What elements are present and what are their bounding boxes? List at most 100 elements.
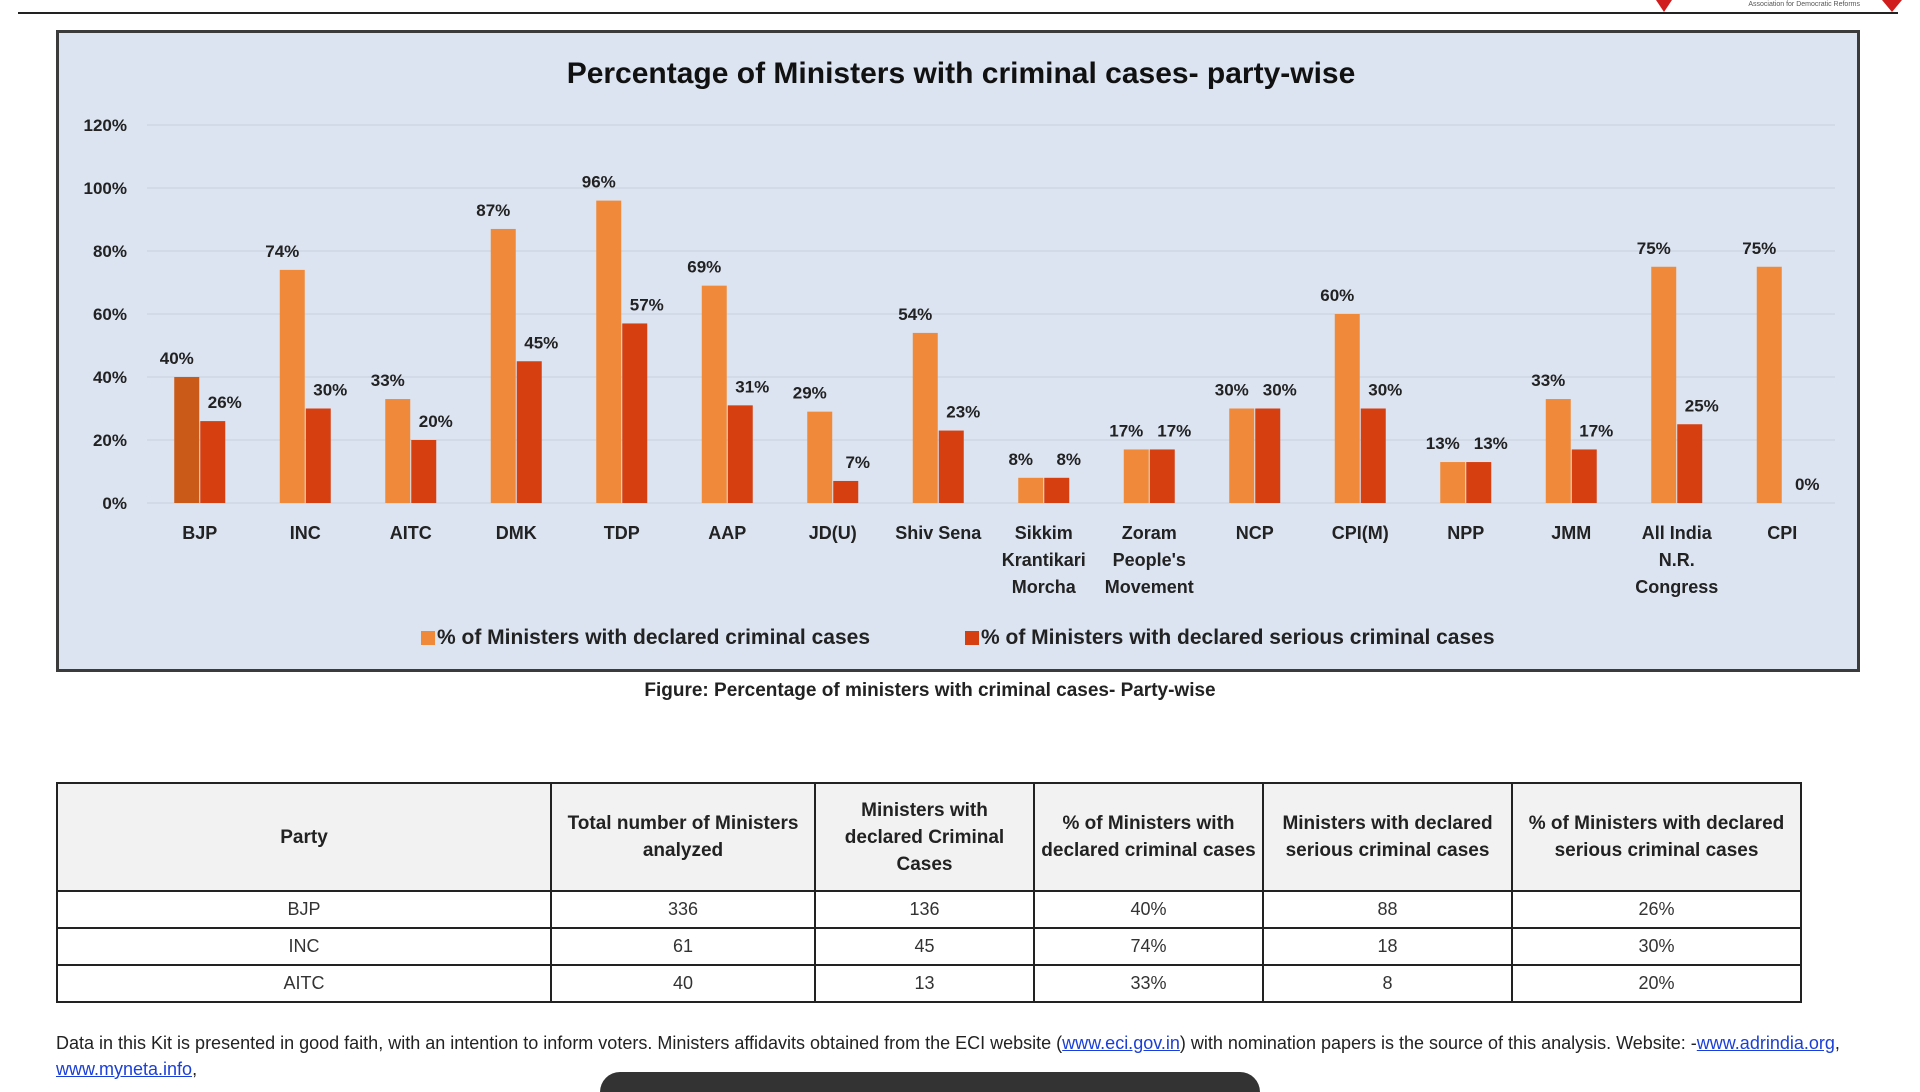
x-tick-label: N.R. [1659, 550, 1695, 570]
cell-serious: 88 [1262, 890, 1513, 929]
data-label: 17% [1109, 421, 1143, 440]
y-tick-label: 120% [84, 116, 127, 135]
bar-criminal [1756, 266, 1782, 503]
bar-criminal [385, 399, 411, 503]
myneta-link[interactable]: www.myneta.info [56, 1059, 193, 1079]
x-tick-label: All India [1642, 523, 1713, 543]
x-tick-label: JMM [1551, 523, 1591, 543]
footnote-end: , [192, 1059, 198, 1079]
bar-criminal [174, 377, 200, 503]
cell-serious: 18 [1262, 927, 1513, 966]
bar-criminal [279, 269, 305, 503]
bar-serious [1255, 408, 1281, 503]
eci-link[interactable]: www.eci.gov.in [1062, 1033, 1180, 1053]
chart-title: Percentage of Ministers with criminal ca… [567, 57, 1356, 90]
cell-criminal: 13 [814, 964, 1035, 1003]
y-tick-label: 60% [93, 305, 127, 324]
bar-serious [305, 408, 331, 503]
footnote-separator: , [1834, 1033, 1840, 1053]
data-label: 60% [1320, 286, 1354, 305]
data-label: 0% [1795, 475, 1820, 494]
bar-criminal [701, 285, 727, 503]
logo-red-left [1656, 0, 1672, 12]
x-tick-label: Movement [1105, 577, 1194, 597]
header-pct-criminal: % of Ministers with declared criminal ca… [1033, 782, 1264, 892]
bar-serious [1466, 462, 1492, 503]
legend-swatch [965, 631, 979, 645]
y-tick-label: 40% [93, 368, 127, 387]
header-total: Total number of Ministers analyzed [550, 782, 816, 892]
logo-red-right [1882, 0, 1902, 12]
cell-pct-criminal: 40% [1033, 890, 1264, 929]
data-label: 40% [160, 349, 194, 368]
bar-criminal [1018, 477, 1044, 503]
top-rule [18, 12, 1898, 14]
x-tick-label: Zoram [1122, 523, 1177, 543]
data-table: Party Total number of Ministers analyzed… [56, 782, 1802, 1003]
data-label: 7% [845, 453, 870, 472]
cell-pct-criminal: 74% [1033, 927, 1264, 966]
chart-legend: % of Ministers with declared criminal ca… [421, 626, 1495, 649]
data-label: 13% [1426, 434, 1460, 453]
figure-caption: Figure: Percentage of ministers with cri… [644, 680, 1216, 701]
data-label: 87% [476, 201, 510, 220]
bar-criminal [912, 332, 938, 503]
bar-criminal [596, 200, 622, 503]
data-label: 8% [1008, 450, 1033, 469]
x-tick-label: TDP [604, 523, 640, 543]
x-tick-label: INC [290, 523, 321, 543]
chart-bars: 40% 26% 74% 30% 33% 20% 87% 45% 96% 57% 69% 31% 29% 7… [160, 173, 1820, 503]
cell-pct-serious: 30% [1511, 927, 1802, 966]
data-label: 74% [265, 242, 299, 261]
y-tick-label: 20% [93, 431, 127, 450]
data-label: 33% [1531, 371, 1565, 390]
x-tick-label: NCP [1236, 523, 1274, 543]
footnote-text: ) with nomination papers is the source o… [1179, 1033, 1697, 1053]
legend-swatch [421, 631, 435, 645]
bar-serious [727, 405, 753, 503]
y-tick-label: 100% [84, 179, 127, 198]
data-label: 30% [1263, 381, 1297, 400]
table-row: INC 61 45 74% 18 30% [56, 927, 1802, 966]
x-tick-label: Congress [1635, 577, 1718, 597]
x-tick-label: JD(U) [809, 523, 857, 543]
bar-criminal [1123, 449, 1149, 503]
bar-criminal [490, 228, 516, 503]
bar-criminal [1651, 266, 1677, 503]
cell-party: AITC [56, 964, 552, 1003]
cell-total: 40 [550, 964, 816, 1003]
legend-label: % of Ministers with declared serious cri… [981, 626, 1495, 649]
data-label: 17% [1579, 421, 1613, 440]
data-label: 26% [208, 393, 242, 412]
header-serious: Ministers with declared serious criminal… [1262, 782, 1513, 892]
bar-criminal [807, 411, 833, 503]
table-row: BJP 336 136 40% 88 26% [56, 890, 1802, 929]
y-axis: 0% 20% 40% 60% 80% 100% 120% [84, 116, 127, 513]
cell-total: 336 [550, 890, 816, 929]
data-label: 8% [1056, 450, 1081, 469]
bottom-decoration [600, 1072, 1260, 1092]
data-label: 25% [1685, 396, 1719, 415]
x-tick-label: Shiv Sena [895, 523, 982, 543]
data-label: 33% [371, 371, 405, 390]
data-label: 29% [793, 384, 827, 403]
y-tick-label: 80% [93, 242, 127, 261]
data-label: 31% [735, 377, 769, 396]
cell-criminal: 136 [814, 890, 1035, 929]
data-label: 96% [582, 173, 616, 192]
x-tick-label: Sikkim [1015, 523, 1073, 543]
logo-text: Association for Democratic Reforms [1748, 1, 1860, 8]
x-tick-label: CPI [1767, 523, 1797, 543]
bar-serious [1149, 449, 1175, 503]
bar-serious [411, 440, 437, 503]
adr-link[interactable]: www.adrindia.org [1696, 1033, 1835, 1053]
footnote-text: Data in this Kit is presented in good fa… [56, 1033, 1063, 1053]
cell-criminal: 45 [814, 927, 1035, 966]
data-label: 69% [687, 258, 721, 277]
header-party: Party [56, 782, 552, 892]
cell-pct-serious: 26% [1511, 890, 1802, 929]
cell-total: 61 [550, 927, 816, 966]
x-tick-label: NPP [1447, 523, 1484, 543]
bar-serious [833, 480, 859, 503]
table-header-row: Party Total number of Ministers analyzed… [56, 782, 1802, 892]
